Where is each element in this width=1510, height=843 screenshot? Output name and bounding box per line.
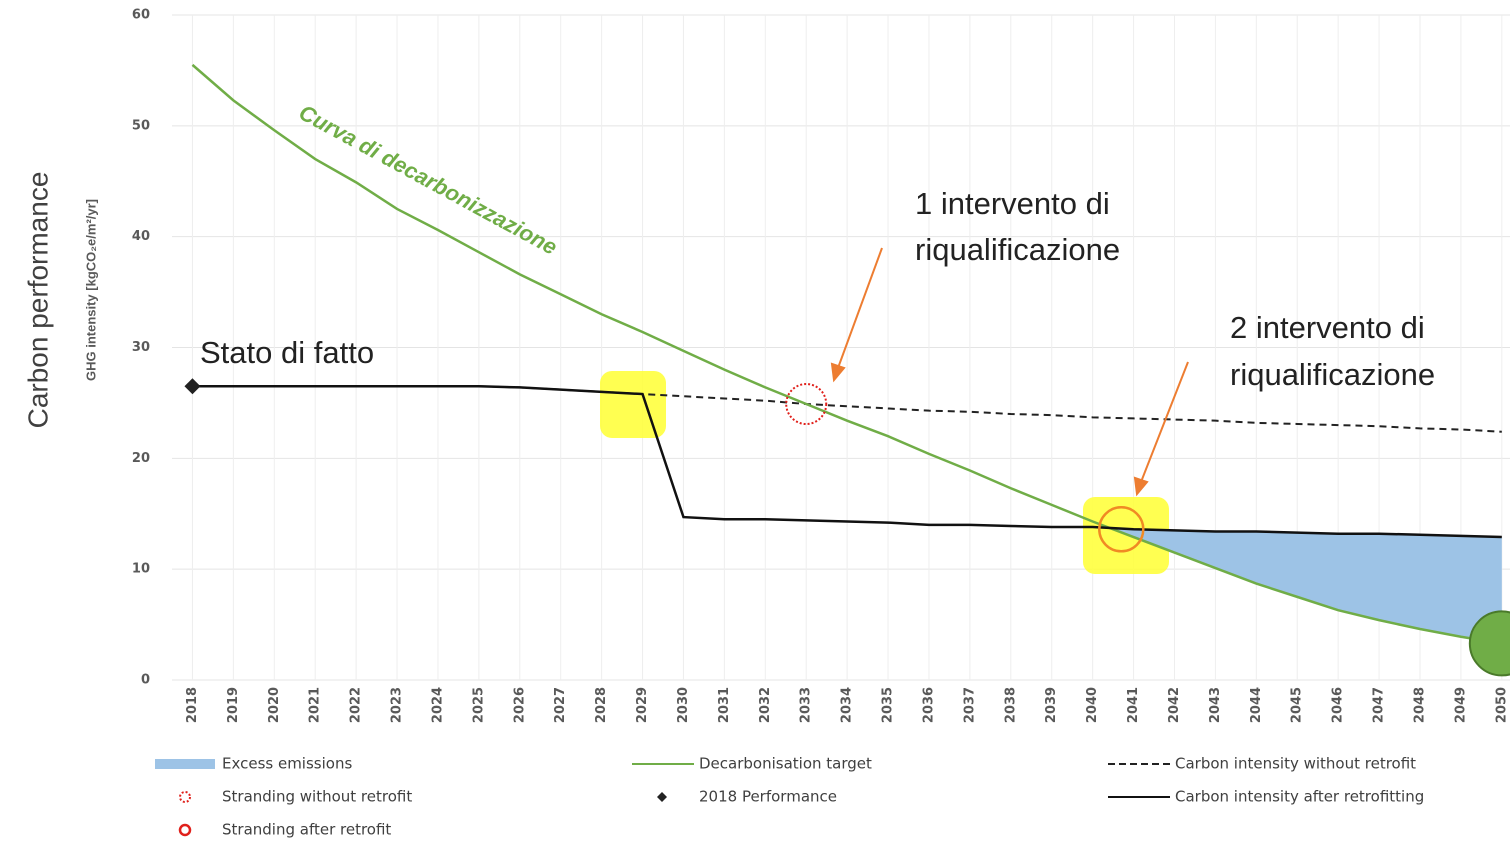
legend-label: Decarbonisation target — [699, 755, 872, 773]
x-tick-label: 2041 — [1126, 687, 1141, 723]
legend-label: Excess emissions — [222, 755, 352, 773]
x-tick-label: 2037 — [962, 687, 977, 723]
x-tick-label: 2027 — [553, 687, 568, 723]
y-tick-label: 30 — [132, 340, 150, 355]
x-tick-label: 2026 — [512, 687, 527, 723]
legend: Excess emissions Decarbonisation target Ca… — [155, 755, 1424, 839]
x-tick-label: 2043 — [1208, 687, 1223, 723]
legend-label: Carbon intensity without retrofit — [1175, 755, 1416, 773]
x-tick-label: 2044 — [1249, 687, 1264, 723]
arrow — [1140, 361, 1189, 483]
y-tick-label: 20 — [132, 451, 150, 466]
x-tick-label: 2042 — [1167, 687, 1182, 723]
x-tick-label: 2028 — [594, 687, 609, 723]
legend-swatch — [155, 759, 215, 769]
x-tick-label: 2036 — [921, 687, 936, 723]
legend-label: 2018 Performance — [699, 788, 837, 806]
marker — [1098, 506, 1145, 553]
x-tick-label: 2031 — [717, 687, 732, 723]
x-tick-label: 2048 — [1412, 687, 1427, 723]
x-tick-label: 2045 — [1290, 687, 1305, 723]
marker — [178, 823, 192, 837]
legend-label: Stranding after retrofit — [222, 821, 391, 839]
annotation: Stato di fatto — [200, 335, 374, 370]
marker — [184, 378, 201, 395]
x-tick-label: 2021 — [308, 687, 323, 723]
y-title: Carbon performance — [22, 172, 53, 429]
legend-label: Carbon intensity after retrofitting — [1175, 788, 1424, 806]
x-tick-label: 2024 — [430, 687, 445, 723]
series-line — [191, 63, 1503, 645]
x-tick-label: 2049 — [1453, 687, 1468, 723]
y-tick-label: 0 — [141, 673, 150, 688]
series-line — [192, 385, 1502, 539]
x-tick-label: 2023 — [390, 687, 405, 723]
x-tick-label: 2025 — [471, 687, 486, 723]
x-tick-label: 2035 — [881, 687, 896, 723]
x-tick-label: 2022 — [349, 687, 364, 723]
y-tick-label: 60 — [132, 8, 150, 23]
x-tick-label: 2047 — [1372, 687, 1387, 723]
marker — [657, 792, 667, 802]
annotation: riqualificazione — [915, 232, 1120, 267]
marker — [179, 791, 191, 803]
axis-label: GHG intensity [kgCO₂e/m²/yr] — [83, 199, 98, 381]
arrowhead — [1133, 476, 1149, 497]
legend-label: Stranding without retrofit — [222, 788, 412, 806]
plot — [184, 63, 1510, 677]
x-tick-label: 2038 — [1003, 687, 1018, 723]
annotation: 2 intervento di — [1230, 310, 1425, 345]
y-tick-label: 10 — [132, 562, 150, 577]
x-tick-label: 2034 — [840, 687, 855, 723]
arrowhead — [830, 362, 846, 383]
annotation: riqualificazione — [1230, 357, 1435, 392]
excess-area — [1109, 527, 1502, 644]
marker — [1468, 610, 1510, 677]
annotation: 1 intervento di — [915, 186, 1110, 221]
x-tick-label: 2032 — [758, 687, 773, 723]
highlight — [600, 371, 666, 438]
x-tick-label: 2033 — [799, 687, 814, 723]
x-tick-label: 2029 — [635, 687, 650, 723]
x-tick-label: 2018 — [185, 687, 200, 723]
x-tick-label: 2046 — [1331, 687, 1346, 723]
x-tick-label: 2030 — [676, 687, 691, 723]
x-tick-label: 2050 — [1494, 687, 1509, 723]
arrow — [837, 247, 883, 369]
x-tick-label: 2039 — [1044, 687, 1059, 723]
x-tick-label: 2019 — [226, 687, 241, 723]
x-tick-label: 2040 — [1085, 687, 1100, 723]
y-tick-label: 50 — [132, 118, 150, 133]
annotation: Curva di decarbonizzazione — [295, 100, 562, 260]
y-tick-label: 40 — [132, 229, 150, 244]
marker — [785, 383, 828, 426]
x-tick-label: 2020 — [267, 687, 282, 723]
arrows — [830, 247, 1189, 497]
